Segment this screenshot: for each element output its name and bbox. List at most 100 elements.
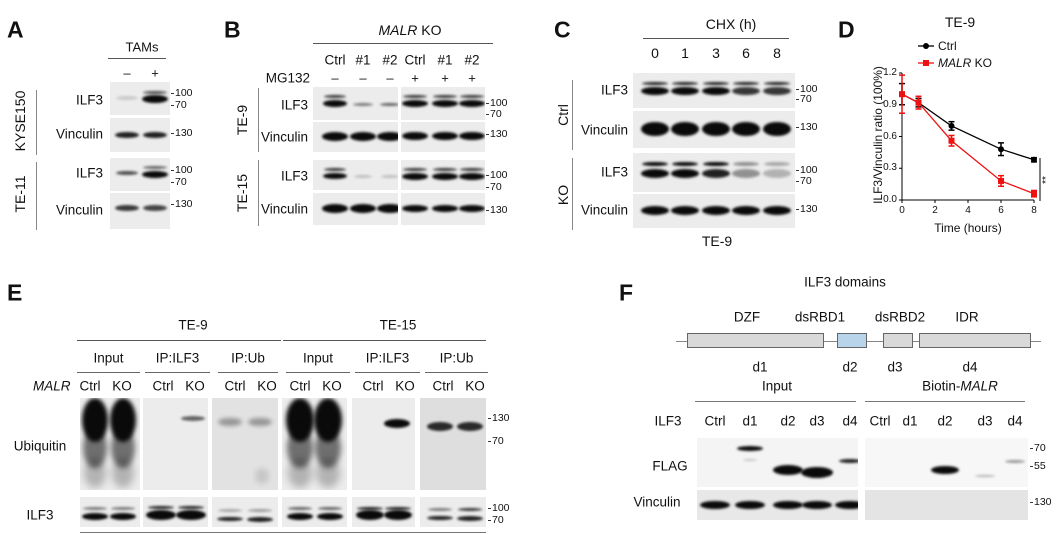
- x-tick-label: 6: [998, 205, 1004, 216]
- time-lane-label: 8: [773, 45, 781, 61]
- malr-row-label: MALR: [33, 378, 71, 394]
- protein-band: [143, 132, 167, 138]
- mw-marker-70: 70: [492, 513, 504, 526]
- domain-id: d3: [887, 359, 903, 375]
- mw-marker-130: 130: [490, 127, 508, 140]
- protein-band: [287, 428, 313, 468]
- legend-ctrl: Ctrl: [938, 39, 957, 53]
- input-header: Input: [761, 378, 793, 394]
- row-label-ubiquitin: Ubiquitin: [13, 438, 67, 454]
- protein-band: [115, 132, 139, 138]
- lane-label: d1: [742, 413, 758, 429]
- row-label: ILF3: [600, 164, 628, 180]
- lane-label: #1: [437, 52, 453, 68]
- tams-underline: [108, 58, 166, 59]
- row-label: Vinculin: [260, 129, 308, 145]
- malr-gene: MALR: [960, 378, 998, 394]
- protein-band: [835, 501, 858, 509]
- x-tick-label: 2: [932, 205, 938, 216]
- mw-tick: [1030, 448, 1033, 449]
- row-label-ilf3: ILF3: [75, 92, 103, 108]
- time-lane-label: 3: [712, 45, 720, 61]
- lane-label: Ctrl: [152, 378, 174, 394]
- ilf3-domains-title: ILF3 domains: [804, 274, 886, 290]
- mw-tick: [488, 508, 491, 509]
- mw-tick: [1030, 502, 1033, 503]
- mw-tick: [796, 89, 799, 90]
- mg132-sign: –: [359, 70, 367, 86]
- blot-e-te15-input-ub: [282, 398, 347, 490]
- protein-band: [143, 90, 167, 94]
- mw-marker-70: 70: [800, 92, 812, 105]
- ip-group-label: Input: [93, 350, 124, 366]
- biotin-prefix: Biotin-: [922, 378, 961, 394]
- domain-name: IDR: [955, 309, 979, 325]
- lane-label: #2: [382, 52, 398, 68]
- row-label-vinculin: Vinculin: [55, 202, 103, 218]
- protein-band: [247, 516, 273, 522]
- data-point: [998, 177, 1004, 184]
- blot-a-kyse-vinculin: [110, 118, 170, 152]
- protein-band: [427, 516, 453, 520]
- protein-band: [700, 501, 730, 509]
- legend-marker: [923, 43, 929, 49]
- protein-band: [432, 99, 458, 107]
- protein-band: [385, 506, 411, 510]
- panel-letter-a: A: [7, 16, 24, 43]
- blot-a-kyse-ilf3: [110, 82, 170, 115]
- x-tick-label: 8: [1031, 205, 1037, 216]
- legend-malr: MALR: [938, 56, 972, 70]
- protein-band: [217, 517, 243, 521]
- mw-marker-100: 100: [175, 86, 193, 99]
- blot-b-te9-vinc-left: [313, 122, 398, 152]
- protein-band: [459, 204, 485, 212]
- lane-label: KO: [185, 378, 205, 394]
- panel-letter-e: E: [7, 279, 23, 306]
- time-lane-label: 6: [742, 45, 750, 61]
- protein-band: [732, 122, 760, 136]
- mw-marker-100: 100: [800, 163, 818, 176]
- protein-band: [357, 506, 383, 510]
- mw-marker-130: 130: [175, 197, 193, 210]
- protein-band: [1005, 459, 1025, 463]
- mw-tick: [171, 170, 174, 171]
- y-tick-label: 0.0: [883, 194, 897, 205]
- mw-tick: [796, 170, 799, 171]
- protein-band: [457, 421, 483, 431]
- protein-band: [380, 102, 398, 106]
- y-tick-label: 0.6: [883, 130, 897, 142]
- mw-marker-100: 100: [490, 168, 508, 181]
- protein-band: [457, 515, 483, 521]
- mw-tick: [171, 105, 174, 106]
- protein-band: [115, 205, 139, 211]
- mw-tick: [171, 133, 174, 134]
- protein-band: [146, 510, 176, 520]
- x-tick-label: 4: [965, 205, 971, 216]
- data-point: [948, 137, 955, 144]
- protein-band: [641, 87, 669, 95]
- group-underline: [355, 372, 420, 373]
- protein-band: [433, 167, 457, 171]
- blot-e-te15-ipilf3-ilf3: [352, 497, 415, 527]
- protein-band: [672, 81, 698, 85]
- protein-band: [142, 170, 168, 178]
- panel-letter-d: D: [838, 16, 855, 43]
- protein-band: [377, 131, 398, 141]
- protein-band: [427, 421, 453, 431]
- protein-band: [801, 466, 833, 478]
- domain-id: d1: [752, 359, 768, 375]
- data-point: [1031, 156, 1037, 163]
- mw-marker-100: 100: [175, 163, 193, 176]
- protein-band: [703, 162, 729, 166]
- mw-tick: [171, 93, 174, 94]
- mw-tick: [486, 134, 489, 135]
- x-axis-label: Time (hours): [934, 221, 1002, 235]
- protein-band: [763, 87, 791, 95]
- group-line: [258, 88, 259, 152]
- blot-b-te9-ilf3-left: [313, 87, 398, 120]
- lane-label: d3: [977, 413, 993, 429]
- protein-band: [702, 87, 730, 95]
- protein-band: [110, 512, 136, 520]
- protein-band: [802, 501, 832, 509]
